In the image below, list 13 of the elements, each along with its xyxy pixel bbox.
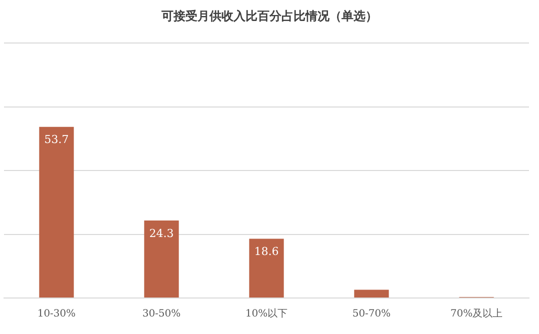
chart-title: 可接受月供收入比百分占比情况（单选） [160, 8, 378, 25]
x-tick-label: 10-30% [37, 308, 76, 320]
data-label: 24.3 [149, 226, 174, 240]
bar [354, 290, 389, 298]
x-tick-label: 50-70% [352, 308, 391, 320]
bar [39, 126, 74, 298]
data-label: 18.6 [254, 245, 279, 258]
x-tick-label: 30-50% [142, 308, 181, 320]
bar [249, 238, 284, 298]
bar [144, 220, 179, 298]
x-tick-label: 10%以下 [245, 308, 288, 320]
x-tick-label: 70%及以上 [450, 308, 503, 320]
data-label: 53.7 [44, 133, 69, 146]
